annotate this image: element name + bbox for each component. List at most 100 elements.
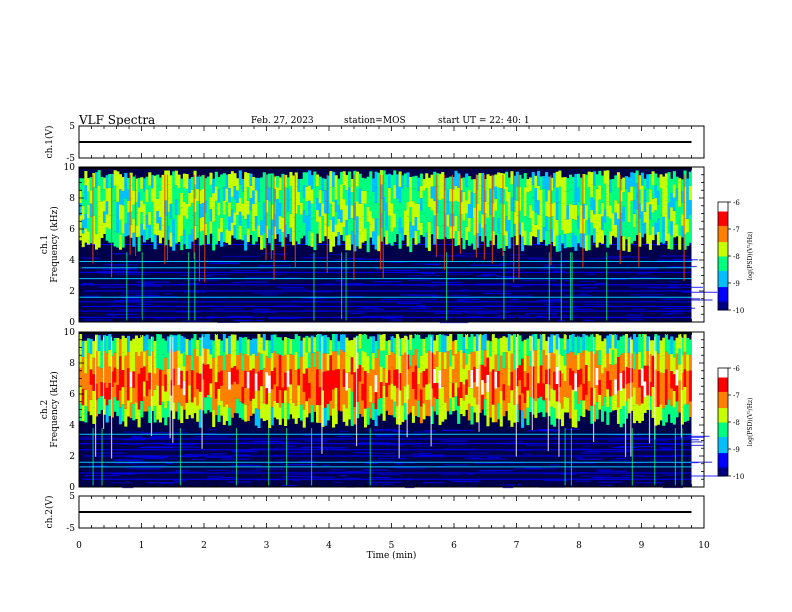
emission-cell [190,338,194,355]
emission-cell [313,337,317,353]
emission-cell [204,212,208,224]
emission-cell [182,173,186,188]
burst-line [204,174,206,283]
emission-cell [611,395,615,411]
emission-cell [576,352,581,370]
noise-streak [348,312,366,314]
emission-cell [622,177,626,193]
emission-cell [526,232,530,246]
colorbar-step [718,268,728,271]
emission-cell [86,191,91,205]
emission-cell [483,350,487,367]
colorbar-step [718,283,728,286]
noise-streak [189,282,199,284]
emission-cell [270,173,274,189]
emission-cell [105,188,109,202]
emission-cell [624,176,628,189]
emission-cell [172,351,176,369]
emission-cell [86,367,91,383]
emission-cell [268,201,272,216]
emission-cell [566,233,570,248]
noise-streak [651,459,663,461]
noise-streak [409,294,442,297]
emission-cell [217,372,221,389]
emission-cell [510,408,514,427]
emission-cell [638,333,642,352]
emission-cell [670,336,674,354]
emission-cell [121,369,125,388]
emission-cell [156,350,160,369]
emission-cell [252,368,256,384]
emission-cell [507,206,511,221]
emission-cell [454,396,458,411]
emission-cell [137,355,141,374]
emission-cell [502,400,506,417]
emission-cell [553,353,557,372]
emission-cell [150,175,154,189]
emission-cell [321,353,325,373]
emission-cell [590,210,594,223]
noise-streak [83,295,101,297]
emission-cell [100,176,104,190]
emission-cell [345,175,349,191]
emission-cell [355,171,360,187]
emission-cell [414,349,418,366]
emission-cell [576,173,581,188]
colorbar-step [718,440,728,443]
emission-cell [526,407,530,426]
emission-cell [169,365,173,381]
noise-streak [381,298,402,301]
emission-cell [254,356,258,374]
emission-cell [651,212,655,227]
emission-cell [316,351,320,370]
emission-cell [507,191,511,207]
emission-cell [518,198,522,211]
noise-streak [269,264,291,267]
emission-cell [646,395,650,411]
noise-streak [419,452,431,455]
emission-cell [300,404,304,421]
emission-cell [86,396,91,412]
emission-cell [401,227,405,241]
emission-cell [156,186,160,199]
noise-streak [374,308,385,310]
emission-cell [401,201,405,215]
emission-cell [531,398,535,415]
burst-line [483,174,485,260]
emission-cell [278,354,282,373]
emission-cell [161,338,165,355]
noise-streak [103,268,139,271]
emission-cell [566,353,570,369]
emission-cell [206,203,210,218]
noise-streak [169,471,203,473]
emission-cell [688,370,692,387]
emission-cell [430,198,434,211]
emission-cell [454,230,458,247]
emission-cell [284,212,288,225]
noise-streak [510,299,519,301]
emission-cell [350,408,354,426]
emission-cell [529,350,533,367]
emission-cell [190,354,194,371]
emission-cell [188,192,192,207]
emission-cell [478,396,482,413]
emission-cell [252,217,256,232]
noise-streak [108,305,137,307]
emission-cell [94,383,99,401]
emission-cell [134,178,138,191]
emission-cell [246,173,250,187]
emission-cell [182,395,186,410]
colorbar-step [718,474,728,477]
y-tick-label: 8 [69,359,75,369]
emission-cell [515,386,519,405]
emission-cell [278,407,282,425]
noise-streak [128,273,135,275]
emission-cell [185,354,189,371]
emission-cell [228,407,232,426]
emission-cell [401,175,405,189]
noise-streak [165,462,173,465]
emission-cell [254,216,258,229]
noise-streak [659,459,673,461]
emission-cell [286,354,290,371]
emission-cell [571,333,575,353]
